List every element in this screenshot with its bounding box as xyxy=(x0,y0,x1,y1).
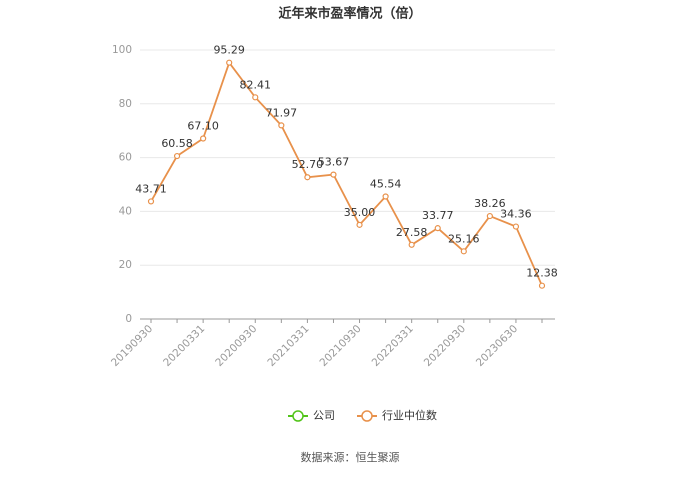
data-point xyxy=(486,212,493,220)
data-label: 38.26 xyxy=(474,197,506,210)
data-label: 71.97 xyxy=(266,106,298,119)
data-label: 33.77 xyxy=(422,209,454,222)
data-label: 27.58 xyxy=(396,226,428,239)
data-label: 60.58 xyxy=(161,137,193,150)
x-tick-label: 20200331 xyxy=(161,323,207,369)
data-label: 25.16 xyxy=(448,232,480,245)
data-point xyxy=(356,221,363,228)
data-point xyxy=(460,248,467,255)
legend-marker xyxy=(292,410,304,422)
legend-marker xyxy=(361,410,373,422)
y-tick-label: 80 xyxy=(119,98,132,110)
data-point xyxy=(512,223,520,230)
x-tick-label: 20210930 xyxy=(317,323,363,369)
chart-title: 近年来市盈率情况（倍） xyxy=(278,6,421,22)
y-tick-label: 40 xyxy=(119,205,132,217)
source: 数据来源：恒生聚源 xyxy=(301,450,400,464)
y-tick-label: 100 xyxy=(112,44,132,56)
x-tick-label: 20220930 xyxy=(422,323,468,369)
data-point xyxy=(382,193,389,200)
data-label: 52.70 xyxy=(292,158,324,171)
y-tick-label: 60 xyxy=(119,152,132,164)
data-label: 67.10 xyxy=(187,120,219,133)
data-point xyxy=(538,282,546,289)
data-label: 35.00 xyxy=(344,206,376,219)
x-tick-label: 20210331 xyxy=(265,323,311,369)
data-point xyxy=(226,59,233,66)
data-label: 43.71 xyxy=(135,182,167,195)
x-tick-label: 20230630 xyxy=(474,323,520,369)
y-tick-label: 20 xyxy=(119,259,132,271)
data-label: 34.36 xyxy=(500,208,532,221)
data-point xyxy=(252,94,259,101)
data-label: 95.29 xyxy=(213,44,245,57)
data-label: 53.67 xyxy=(318,156,350,169)
data-point xyxy=(304,174,311,181)
data-point xyxy=(147,198,155,205)
y-tick-label: 0 xyxy=(125,313,132,325)
series-line xyxy=(150,60,543,287)
data-point xyxy=(200,135,207,142)
data-point xyxy=(278,122,285,129)
data-point xyxy=(408,241,415,248)
x-tick-label: 20190930 xyxy=(109,323,155,369)
x-tick-label: 20220331 xyxy=(370,323,416,369)
data-label: 82.41 xyxy=(240,78,272,91)
legend-label: 行业中位数 xyxy=(382,408,437,422)
data-point xyxy=(330,171,337,178)
data-label: 12.38 xyxy=(526,267,558,280)
data-point xyxy=(434,225,441,232)
data-label: 45.54 xyxy=(370,177,402,190)
legend-label: 公司 xyxy=(313,409,335,422)
data-point xyxy=(173,152,181,160)
x-tick-label: 20200930 xyxy=(213,323,259,369)
